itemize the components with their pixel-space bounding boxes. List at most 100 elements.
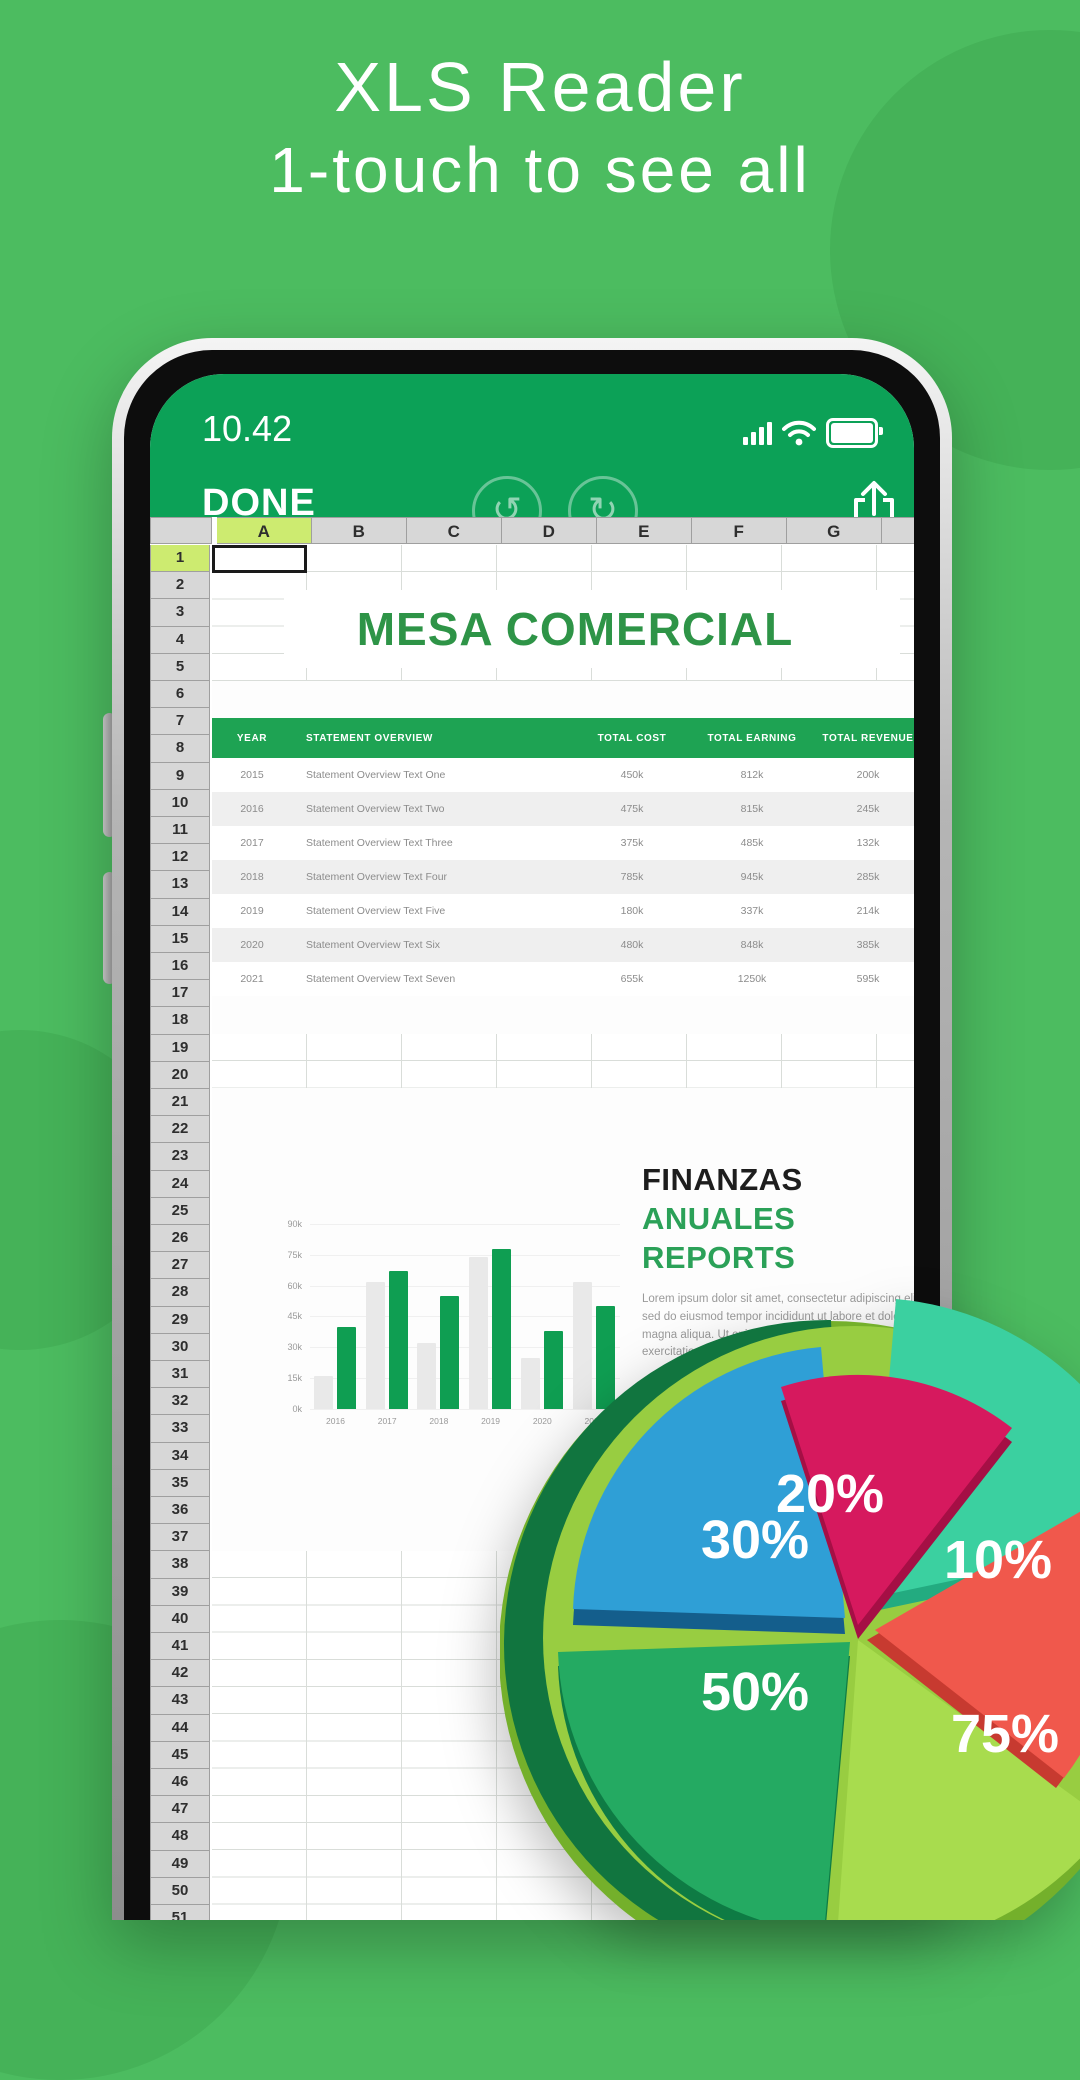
- select-all-corner[interactable]: [150, 517, 212, 544]
- table-cell: 285k: [856, 871, 880, 883]
- row-header-14[interactable]: 14: [150, 898, 210, 926]
- table-cell: 655k: [620, 973, 644, 985]
- table-cell: Statement Overview Text Four: [306, 871, 448, 883]
- table-cell: 485k: [740, 837, 764, 849]
- y-tick-label: 75k: [287, 1249, 302, 1260]
- row-header-12[interactable]: 12: [150, 844, 210, 872]
- row-header-9[interactable]: 9: [150, 762, 210, 790]
- row-header-19[interactable]: 19: [150, 1034, 210, 1062]
- row-header-39[interactable]: 39: [150, 1578, 210, 1606]
- pie-chart: 20% 30% 10% 50% 75%: [500, 1299, 1080, 1920]
- row-header-25[interactable]: 25: [150, 1197, 210, 1225]
- row-header-2[interactable]: 2: [150, 572, 210, 600]
- table-cell: 180k: [620, 905, 644, 917]
- row-header-6[interactable]: 6: [150, 681, 210, 709]
- pie-label-75: 75%: [951, 1704, 1059, 1764]
- sheet-grid: [212, 1034, 914, 1088]
- row-header-31[interactable]: 31: [150, 1361, 210, 1389]
- column-header-C[interactable]: C: [406, 517, 502, 544]
- row-header-45[interactable]: 45: [150, 1741, 210, 1769]
- row-header-38[interactable]: 38: [150, 1551, 210, 1579]
- column-header-B[interactable]: B: [311, 517, 407, 544]
- table-cell: 475k: [620, 803, 644, 815]
- column-header-A[interactable]: A: [216, 517, 312, 544]
- bar-group-2019: [465, 1224, 516, 1409]
- row-header-11[interactable]: 11: [150, 817, 210, 845]
- row-header-37[interactable]: 37: [150, 1524, 210, 1552]
- row-header-51[interactable]: 51: [150, 1905, 210, 1920]
- table-cell: 2020: [240, 939, 264, 951]
- row-header-3[interactable]: 3: [150, 599, 210, 627]
- table-cell: 812k: [740, 769, 764, 781]
- row-header-29[interactable]: 29: [150, 1306, 210, 1334]
- row-header-18[interactable]: 18: [150, 1007, 210, 1035]
- table-cell: 2018: [240, 871, 264, 883]
- bar-total-cost: [572, 1281, 592, 1409]
- row-header-42[interactable]: 42: [150, 1660, 210, 1688]
- row-header-21[interactable]: 21: [150, 1089, 210, 1117]
- row-header-23[interactable]: 23: [150, 1143, 210, 1171]
- row-header-41[interactable]: 41: [150, 1633, 210, 1661]
- row-header-5[interactable]: 5: [150, 653, 210, 681]
- table-cell: 385k: [856, 939, 880, 951]
- table-row: 2020 Statement Overview Text Six 480k 848k 3…: [212, 928, 914, 962]
- row-header-49[interactable]: 49: [150, 1850, 210, 1878]
- row-header-32[interactable]: 32: [150, 1388, 210, 1416]
- bar-group-2020: [517, 1224, 568, 1409]
- row-header-47[interactable]: 47: [150, 1796, 210, 1824]
- row-header-36[interactable]: 36: [150, 1497, 210, 1525]
- table-cell: Statement Overview Text One: [306, 769, 446, 781]
- row-header-26[interactable]: 26: [150, 1225, 210, 1253]
- row-header-43[interactable]: 43: [150, 1687, 210, 1715]
- table-column-header: YEAR: [236, 732, 268, 744]
- status-time: 10.42: [202, 408, 293, 449]
- row-header-30[interactable]: 30: [150, 1333, 210, 1361]
- row-header-17[interactable]: 17: [150, 980, 210, 1008]
- row-header-7[interactable]: 7: [150, 708, 210, 736]
- x-tick-label: 2016: [326, 1416, 345, 1426]
- column-header-E[interactable]: E: [596, 517, 692, 544]
- x-tick-label: 2019: [481, 1416, 501, 1426]
- row-header-33[interactable]: 33: [150, 1415, 210, 1443]
- row-header-44[interactable]: 44: [150, 1714, 210, 1742]
- row-header-40[interactable]: 40: [150, 1605, 210, 1633]
- pie-label-50: 50%: [701, 1662, 809, 1722]
- row-header-35[interactable]: 35: [150, 1469, 210, 1497]
- column-header-H[interactable]: H: [881, 517, 914, 544]
- table-cell: 848k: [740, 939, 764, 951]
- pie-label-10: 10%: [944, 1530, 1052, 1590]
- row-header-1[interactable]: 1: [150, 545, 210, 573]
- row-header-24[interactable]: 24: [150, 1170, 210, 1198]
- report-heading: FINANZAS ANUALES REPORTS: [642, 1160, 914, 1277]
- row-header-8[interactable]: 8: [150, 735, 210, 763]
- pie-label-30: 30%: [701, 1510, 809, 1570]
- table-cell: Statement Overview Text Seven: [306, 973, 456, 985]
- table-row: 2019 Statement Overview Text Five 180k 337k…: [212, 894, 914, 928]
- column-header-D[interactable]: D: [501, 517, 597, 544]
- row-header-22[interactable]: 22: [150, 1116, 210, 1144]
- row-header-50[interactable]: 50: [150, 1877, 210, 1905]
- row-header-27[interactable]: 27: [150, 1252, 210, 1280]
- table-cell: 245k: [856, 803, 880, 815]
- row-header-10[interactable]: 10: [150, 789, 210, 817]
- app-bar: 10.42 DONE ↺ ↻: [150, 374, 914, 546]
- row-header-15[interactable]: 15: [150, 925, 210, 953]
- table-cell: 480k: [620, 939, 644, 951]
- row-header-13[interactable]: 13: [150, 871, 210, 899]
- row-header-48[interactable]: 48: [150, 1823, 210, 1851]
- column-header-F[interactable]: F: [691, 517, 787, 544]
- row-header-34[interactable]: 34: [150, 1442, 210, 1470]
- column-header-G[interactable]: G: [786, 517, 882, 544]
- selected-cell-a1[interactable]: [212, 545, 307, 573]
- row-header-16[interactable]: 16: [150, 953, 210, 981]
- row-header-28[interactable]: 28: [150, 1279, 210, 1307]
- table-column-header: TOTAL EARNING: [707, 732, 797, 744]
- row-header-46[interactable]: 46: [150, 1769, 210, 1797]
- report-heading-green: ANUALES: [642, 1201, 796, 1236]
- table-row: 2017 Statement Overview Text Three 375k 485…: [212, 826, 914, 860]
- row-header-20[interactable]: 20: [150, 1061, 210, 1089]
- row-header-4[interactable]: 4: [150, 626, 210, 654]
- table-cell: 785k: [620, 871, 644, 883]
- bar-chart-y-axis: 90k 75k 60k 45k 30k 15k 0k: [272, 1219, 302, 1414]
- bar-total-earning: [492, 1248, 512, 1409]
